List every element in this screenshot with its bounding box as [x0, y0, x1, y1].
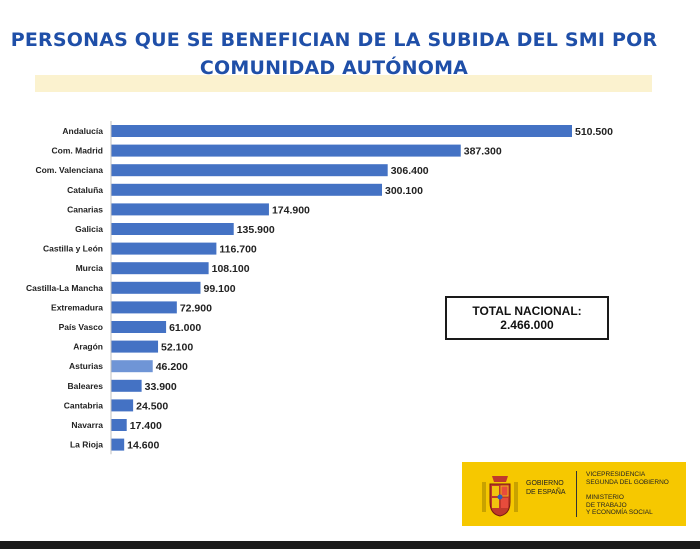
category-label: Andalucía — [62, 126, 103, 136]
bar — [111, 223, 234, 235]
bar — [111, 438, 125, 451]
total-value: 2.466.000 — [500, 318, 554, 332]
category-label: Canarias — [67, 204, 103, 214]
bar — [111, 164, 388, 177]
title-underline-band — [35, 75, 652, 92]
coat-of-arms-icon — [482, 476, 518, 517]
category-label: Baleares — [68, 381, 104, 391]
value-label: 387.300 — [464, 146, 502, 158]
value-label: 33.900 — [145, 381, 177, 393]
bar — [111, 301, 177, 314]
bottom-bar — [0, 541, 700, 549]
value-label: 174.900 — [272, 204, 310, 216]
bar — [111, 144, 461, 157]
vice-line-1: VICEPRESIDENCIA — [586, 471, 646, 478]
bar — [111, 419, 127, 431]
gobierno-logo-panel: GOBIERNO DE ESPAÑA VICEPRESIDENCIA SEGUN… — [462, 462, 686, 526]
value-label: 14.600 — [127, 440, 159, 452]
value-label: 300.100 — [385, 185, 423, 197]
value-label: 72.900 — [180, 302, 212, 314]
value-label: 24.500 — [136, 400, 168, 412]
bar — [111, 183, 383, 196]
category-label: Navarra — [71, 420, 103, 430]
category-label: Extremadura — [51, 302, 103, 312]
value-label: 116.700 — [219, 244, 257, 256]
total-label: TOTAL NACIONAL: — [472, 304, 582, 318]
value-label: 108.100 — [212, 263, 250, 275]
chart-title: PERSONAS QUE SE BENEFICIAN DE LA SUBIDA … — [0, 26, 668, 82]
min-line-1: MINISTERIO — [586, 494, 624, 502]
total-nacional-box: TOTAL NACIONAL: 2.466.000 — [445, 296, 609, 340]
value-label: 17.400 — [130, 420, 162, 432]
bar — [111, 399, 134, 412]
title-line-1: PERSONAS QUE SE BENEFICIAN DE LA SUBIDA … — [10, 29, 658, 51]
category-label: Asturias — [69, 361, 103, 371]
category-label: País Vasco — [59, 322, 103, 332]
bar — [111, 360, 153, 373]
min-line-3: Y ECONOMÍA SOCIAL — [586, 509, 653, 517]
category-label: Cantabria — [64, 400, 103, 410]
value-label: 52.100 — [161, 342, 193, 354]
category-label: Cataluña — [67, 185, 103, 195]
category-label: Galicia — [75, 224, 103, 234]
category-label: Com. Valenciana — [35, 165, 103, 175]
bar — [111, 340, 159, 353]
logo-divider — [576, 471, 577, 517]
gobierno-line-1: GOBIERNO — [526, 480, 564, 487]
value-label: 46.200 — [156, 361, 188, 373]
bar — [111, 242, 217, 255]
bar-chart: Andalucía 510.500 Com. Madrid 387.300 Com. V… — [26, 121, 613, 455]
value-label: 306.400 — [391, 165, 429, 177]
value-label: 510.500 — [575, 126, 613, 138]
category-label: Com. Madrid — [52, 146, 103, 156]
category-label: Aragón — [73, 342, 103, 352]
gobierno-line-2: DE ESPAÑA — [526, 488, 566, 496]
ministerio-text: VICEPRESIDENCIA SEGUNDA DEL GOBIERNO MIN… — [586, 471, 682, 517]
bar — [111, 321, 167, 333]
vice-line-2: SEGUNDA DEL GOBIERNO — [586, 478, 669, 486]
bar — [111, 203, 269, 216]
title-line-2: COMUNIDAD AUTÓNOMA — [199, 57, 469, 79]
gobierno-text: GOBIERNO DE ESPAÑA — [526, 480, 570, 497]
bar — [111, 379, 142, 392]
min-line-2: DE TRABAJO — [586, 501, 627, 509]
category-label: Castilla-La Mancha — [26, 283, 103, 293]
category-label: Castilla y León — [43, 244, 103, 254]
bar — [111, 125, 572, 137]
category-label: La Rioja — [70, 440, 103, 450]
value-label: 99.100 — [203, 283, 235, 295]
category-label: Murcia — [76, 263, 104, 273]
value-label: 61.000 — [169, 322, 201, 334]
bar — [111, 281, 201, 294]
bar — [111, 262, 209, 275]
value-label: 135.900 — [237, 224, 275, 236]
